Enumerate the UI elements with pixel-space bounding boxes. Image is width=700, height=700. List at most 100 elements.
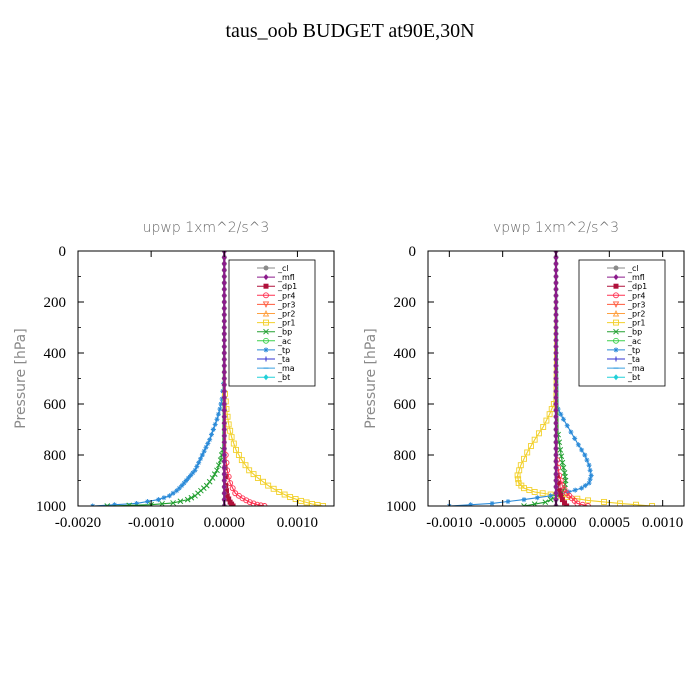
y-tick-label: 0 xyxy=(409,244,417,260)
legend-label: _pr2 xyxy=(277,310,295,319)
data-point xyxy=(586,480,592,486)
data-point xyxy=(112,502,118,506)
x-tick-label: 0.0010 xyxy=(642,515,683,531)
data-point xyxy=(211,471,218,477)
data-point xyxy=(196,460,202,466)
data-point xyxy=(539,490,546,497)
data-point xyxy=(219,396,225,402)
data-point xyxy=(553,388,559,395)
data-point xyxy=(221,388,227,395)
panel-title: upwp 1xm^2/s^3 xyxy=(143,220,270,236)
data-point xyxy=(206,478,213,485)
data-point xyxy=(243,497,250,504)
data-point xyxy=(281,491,288,498)
legend-label: _bp xyxy=(627,328,642,337)
legend-marker xyxy=(263,356,269,362)
data-point xyxy=(516,467,523,474)
data-point xyxy=(588,472,594,478)
data-point xyxy=(557,447,564,453)
data-point xyxy=(226,496,232,502)
data-point xyxy=(553,343,559,350)
legend-marker xyxy=(263,347,269,353)
legend-label: _pr3 xyxy=(277,300,295,309)
data-point xyxy=(585,497,591,504)
data-point xyxy=(188,494,195,501)
data-point xyxy=(242,462,249,469)
panel-title: vpwp 1xm^2/s^3 xyxy=(493,220,619,236)
data-point xyxy=(553,286,559,293)
data-point xyxy=(221,381,227,388)
y-tick-label: 600 xyxy=(394,397,417,413)
legend-marker xyxy=(613,292,619,299)
data-point xyxy=(198,456,204,462)
legend-marker xyxy=(612,301,620,308)
data-point xyxy=(553,337,559,344)
data-point xyxy=(553,483,559,490)
legend-marker xyxy=(613,274,619,281)
y-tick-label: 800 xyxy=(44,448,67,464)
data-point xyxy=(558,453,565,460)
data-point xyxy=(221,490,227,497)
x-tick-label: -0.0010 xyxy=(128,515,174,531)
data-point xyxy=(221,254,227,261)
data-point xyxy=(489,500,495,506)
data-point xyxy=(566,492,573,499)
data-point xyxy=(227,427,234,434)
data-point xyxy=(208,432,214,438)
legend-label: _cl xyxy=(627,264,639,273)
data-point xyxy=(298,497,305,504)
legend-label: _pr3 xyxy=(627,300,645,309)
data-point xyxy=(126,502,133,506)
legend-label: _ac xyxy=(627,337,641,346)
x-tick-label: -0.0005 xyxy=(480,515,526,531)
data-point xyxy=(292,496,299,502)
data-point xyxy=(221,458,227,465)
data-point xyxy=(559,497,565,503)
data-point xyxy=(553,356,559,363)
data-point xyxy=(230,440,237,447)
legend-marker xyxy=(613,374,619,381)
x-tick-label: 0.0010 xyxy=(277,515,318,531)
data-point xyxy=(524,449,531,456)
legend-marker xyxy=(263,337,269,344)
data-point xyxy=(468,502,474,506)
data-point xyxy=(553,254,559,261)
data-point xyxy=(221,420,227,427)
legend-marker xyxy=(262,309,270,317)
data-point xyxy=(579,501,586,506)
data-point xyxy=(553,369,559,376)
data-point xyxy=(184,496,191,503)
data-point xyxy=(221,401,227,407)
data-point xyxy=(159,500,165,506)
data-point xyxy=(571,497,578,504)
data-point xyxy=(553,324,559,331)
legend: _cl_mfl_dp1_pr4_pr3_pr2_pr1_bp_ac_tp_ta_… xyxy=(228,259,316,387)
data-point xyxy=(221,279,227,286)
data-point xyxy=(572,435,578,441)
data-point xyxy=(221,260,227,267)
data-point xyxy=(214,467,220,474)
data-point xyxy=(586,462,592,468)
y-tick-label: 1000 xyxy=(36,499,66,515)
data-point xyxy=(553,305,559,312)
data-point xyxy=(217,406,223,412)
data-point xyxy=(553,413,559,420)
data-point xyxy=(221,407,227,414)
data-point xyxy=(553,279,559,286)
series-line xyxy=(107,251,225,506)
legend-marker xyxy=(613,283,619,289)
data-point xyxy=(515,476,522,483)
legend-label: _bp xyxy=(277,328,292,337)
data-point xyxy=(553,432,559,439)
data-point xyxy=(194,463,200,469)
data-point xyxy=(553,407,559,414)
legend-label: _tp xyxy=(277,346,290,355)
data-point xyxy=(221,369,227,376)
data-point xyxy=(228,434,235,441)
y-tick-label: 1000 xyxy=(386,499,416,515)
legend-label: _bt xyxy=(277,373,290,382)
data-point xyxy=(287,494,294,501)
data-point xyxy=(177,498,184,505)
data-point xyxy=(221,286,227,293)
